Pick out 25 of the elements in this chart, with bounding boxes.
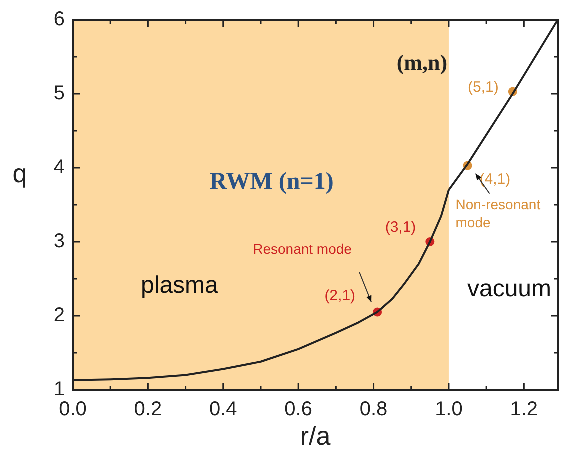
y-tick-label: 6 <box>54 8 65 31</box>
text: Non-resonant mode <box>456 196 541 231</box>
x-tick-label: 1.0 <box>435 398 463 421</box>
annotation: RWM (n=1) <box>210 169 334 196</box>
y-axis-title: q <box>12 158 28 189</box>
annotation: (3,1) <box>385 219 416 236</box>
y-tick-label: 1 <box>54 378 65 401</box>
y-tick-label: 4 <box>54 156 65 179</box>
annotation: (m,n) <box>396 50 448 76</box>
annotation: plasma <box>141 272 220 300</box>
x-tick-label: 0.4 <box>209 398 238 421</box>
x-tick-label: 0.8 <box>360 398 388 421</box>
x-tick-label: 0.0 <box>59 398 87 421</box>
annotation: (2,1) <box>324 287 356 304</box>
text: Resonant mode <box>253 241 352 258</box>
x-axis-title: r/a <box>300 421 332 452</box>
x-tick-label: 1.2 <box>510 398 538 421</box>
y-tick-label: 5 <box>54 82 65 105</box>
x-tick-label: 0.6 <box>284 398 312 421</box>
annotation: vacuum <box>467 276 552 303</box>
x-tick-label: 0.2 <box>134 398 162 421</box>
annotation: (5,1) <box>468 78 499 96</box>
y-tick-label: 2 <box>54 304 65 327</box>
annotation: (4,1) <box>480 170 511 188</box>
y-tick-label: 3 <box>54 230 65 253</box>
